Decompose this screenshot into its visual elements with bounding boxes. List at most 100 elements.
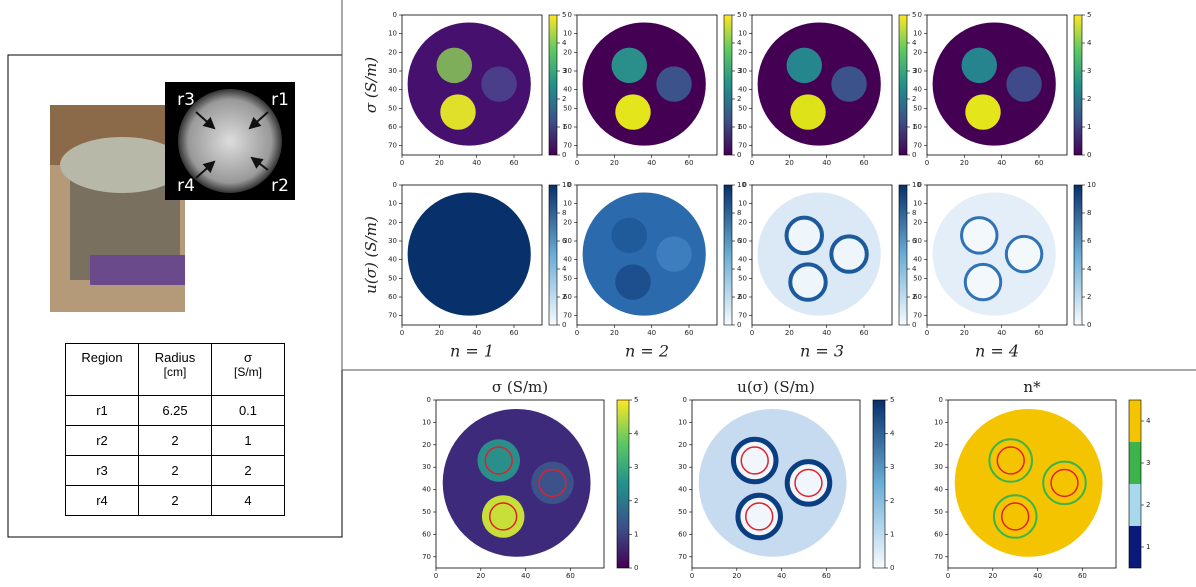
x-tick-label: 20: [610, 329, 619, 337]
colorbar-tick-label: 0: [912, 151, 916, 159]
y-tick-label: 20: [738, 218, 747, 226]
y-tick-label: 10: [934, 418, 943, 426]
heatmap-region: [788, 262, 828, 302]
column-label: n = 3: [800, 342, 844, 361]
table-row: r4 2 4: [65, 485, 285, 516]
heatmap-region: [963, 262, 1003, 302]
colorbar-tick-label: 5: [634, 396, 638, 404]
x-tick-label: 20: [476, 572, 485, 580]
y-tick-label: 40: [422, 486, 431, 494]
y-tick-label: 10: [563, 30, 572, 38]
heatmap-region: [829, 234, 869, 274]
column-label: n = 1: [450, 342, 494, 361]
y-tick-label: 40: [913, 256, 922, 264]
colorbar-tick-label: 0: [634, 564, 638, 572]
colorbar-tick-label: 4: [912, 39, 917, 47]
y-tick-label: 30: [934, 463, 943, 471]
contour: [484, 446, 513, 475]
y-tick-label: 50: [422, 508, 431, 516]
table-cell: 2: [211, 455, 285, 486]
y-tick-label: 60: [738, 123, 747, 131]
y-tick-label: 0: [918, 11, 922, 19]
x-tick-label: 0: [690, 572, 694, 580]
heatmap-region: [1042, 460, 1087, 506]
x-tick-label: 0: [925, 329, 929, 337]
colorbar-tick-label: 6: [737, 237, 742, 245]
y-tick-label: 20: [388, 48, 397, 56]
colorbar-tick-label: 2: [1087, 293, 1091, 301]
colorbar-tick-label: 2: [890, 497, 894, 505]
heatmap-region: [992, 494, 1038, 539]
y-tick-label: 60: [913, 293, 922, 301]
y-tick-label: 40: [738, 86, 747, 94]
colorbar-tick-label: 3: [1087, 67, 1091, 75]
colorbar-tick-label: 2: [1146, 501, 1150, 509]
x-tick-label: 20: [960, 159, 969, 167]
x-tick-label: 40: [777, 572, 786, 580]
x-tick-label: 60: [1035, 329, 1044, 337]
colorbar-tick-label: 6: [912, 237, 917, 245]
axes-frame: [401, 184, 543, 326]
y-tick-label: 70: [678, 553, 687, 561]
colorbar-tick-label: 2: [562, 293, 566, 301]
colorbar-tick-label: 10: [562, 181, 571, 189]
y-tick-label: 60: [388, 123, 397, 131]
y-tick-label: 20: [563, 218, 572, 226]
heatmap-region: [615, 94, 651, 130]
colorbar-frame: [548, 184, 558, 326]
colorbar-frame: [723, 184, 733, 326]
colorbar-tick-label: 4: [737, 265, 742, 273]
x-tick-label: 0: [434, 572, 438, 580]
x-tick-label: 0: [400, 329, 404, 337]
y-tick-label: 30: [913, 67, 922, 75]
y-tick-label: 60: [934, 530, 943, 538]
colorbar-tick-label: 5: [912, 11, 916, 19]
photo: [50, 105, 185, 312]
x-tick-label: 40: [472, 159, 481, 167]
y-tick-label: 60: [422, 530, 431, 538]
panel-title: n*: [1023, 378, 1041, 396]
heatmap-region: [477, 439, 520, 482]
y-tick-label: 60: [563, 293, 572, 301]
y-tick-label: 0: [743, 181, 747, 189]
colorbar-tick-label: 0: [562, 151, 566, 159]
y-tick-label: 50: [563, 104, 572, 112]
colorbar: [1074, 15, 1082, 155]
y-tick-label: 30: [678, 463, 687, 471]
x-tick-label: 0: [750, 159, 754, 167]
colorbar-tick-label: 1: [737, 123, 741, 131]
y-tick-label: 50: [913, 274, 922, 282]
x-tick-label: 40: [822, 329, 831, 337]
colorbar: [549, 15, 557, 155]
axes-frame: [947, 399, 1117, 569]
heatmap-disk: [932, 22, 1056, 146]
heatmap-region: [531, 461, 574, 505]
y-tick-label: 50: [934, 508, 943, 516]
colorbar-tick-label: 3: [912, 67, 916, 75]
colorbar-tick-label: 10: [737, 181, 746, 189]
region-label: r3: [177, 90, 195, 110]
heatmap-region: [735, 492, 783, 541]
header-cell: Radius [cm]: [138, 343, 212, 396]
x-tick-label: 40: [997, 329, 1006, 337]
y-tick-label: 30: [738, 67, 747, 75]
x-tick-label: 60: [566, 572, 575, 580]
table-cell: r2: [65, 425, 139, 456]
colorbar-tick-label: 2: [737, 293, 741, 301]
y-tick-label: 30: [388, 237, 397, 245]
table-cell: r4: [65, 485, 139, 516]
y-tick-label: 70: [738, 312, 747, 320]
colorbar-tick-label: 1: [634, 530, 638, 538]
x-tick-label: 40: [1033, 572, 1042, 580]
heatmap-region: [436, 217, 472, 254]
row-label: σ (S/m): [362, 57, 380, 113]
y-tick-label: 70: [422, 553, 431, 561]
colorbar-bin: [1129, 400, 1141, 442]
x-tick-label: 0: [946, 572, 950, 580]
heatmap-region: [965, 94, 1001, 130]
colorbar-tick-label: 1: [562, 123, 566, 131]
table-cell: 2: [138, 485, 212, 516]
colorbar-tick-label: 3: [890, 463, 894, 471]
colorbar-tick-label: 1: [890, 530, 894, 538]
x-tick-label: 60: [685, 329, 694, 337]
